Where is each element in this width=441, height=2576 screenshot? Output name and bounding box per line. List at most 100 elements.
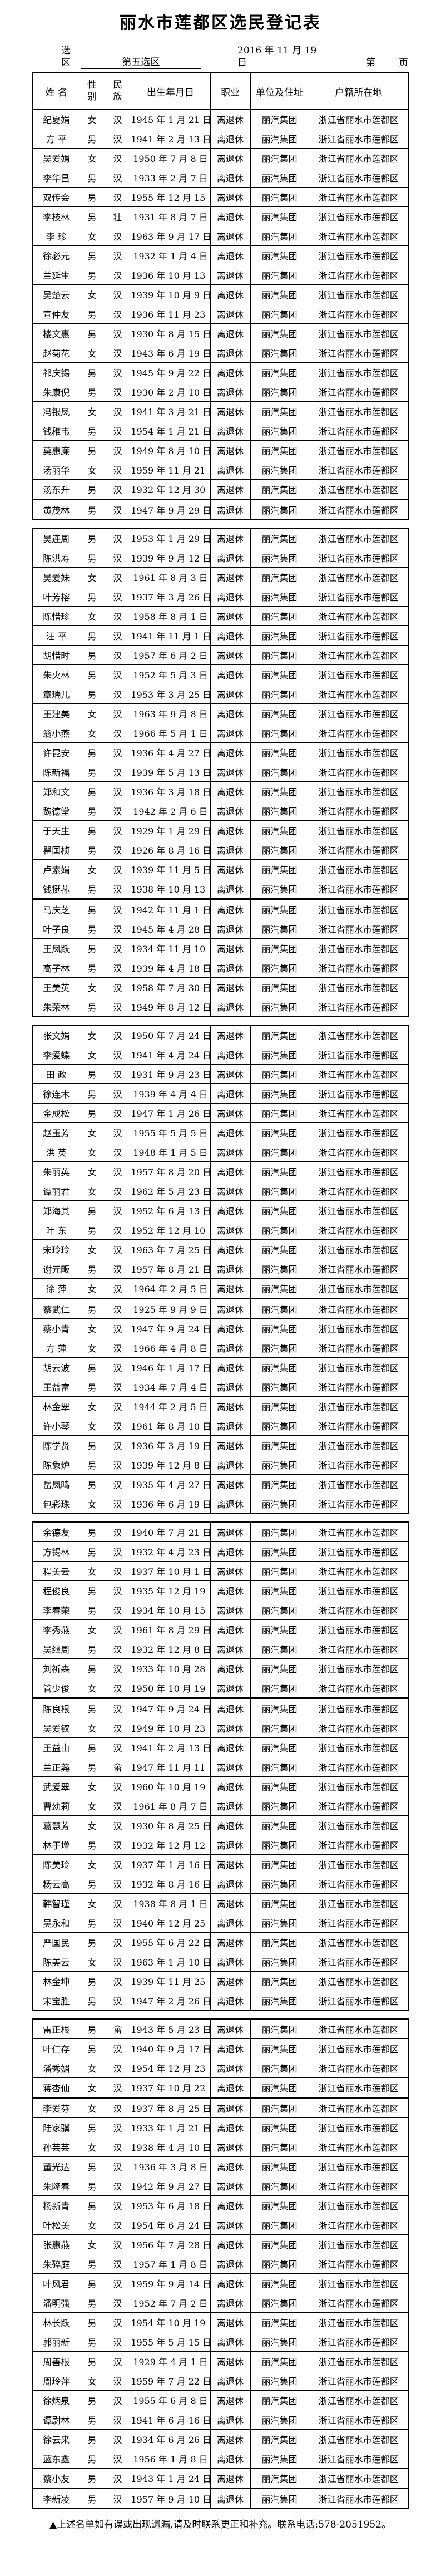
occupation-cell: 离退休 — [210, 2449, 251, 2469]
dob-cell: 1940 年 12 月 25 日 — [130, 1913, 211, 1933]
unit-cell: 丽汽集团 — [250, 938, 309, 958]
voter-row: 雷正根男畲 1943 年 5 月 23 日离退休 丽汽集团 浙江省丽水市莲都区 — [32, 2018, 409, 2039]
unit-cell: 丽汽集团 — [250, 528, 309, 548]
name-cell: 吴楚云 — [32, 284, 80, 304]
unit-cell: 丽汽集团 — [250, 1259, 309, 1279]
dob-cell: 1963 年 1 月 10 日 — [130, 1952, 211, 1972]
occupation-cell: 离退休 — [210, 742, 251, 762]
voter-table-block: 吴连周男汉 1953 年 1 月 29 日离退休 丽汽集团 浙江省丽水市莲都区 陈洪寿男… — [32, 528, 409, 1017]
name-cell: 王凤跃 — [32, 938, 80, 958]
residence-cell: 浙江省丽水市莲都区 — [308, 879, 409, 900]
voter-row: 洪 英女汉 1948 年 1 月 5 日离退休 丽汽集团 浙江省丽水市莲都区 — [32, 1142, 409, 1162]
dob-cell: 1933 年 2 月 7 日 — [130, 168, 211, 188]
unit-cell: 丽汽集团 — [250, 2117, 309, 2137]
gender-cell: 男 — [79, 1200, 105, 1220]
gender-cell: 女 — [79, 1561, 105, 1581]
residence-cell: 浙江省丽水市莲都区 — [308, 1913, 409, 1933]
residence-cell: 浙江省丽水市莲都区 — [308, 1318, 409, 1338]
unit-cell: 丽汽集团 — [250, 2077, 309, 2099]
gender-cell: 男 — [79, 781, 105, 801]
residence-cell: 浙江省丽水市莲都区 — [308, 2254, 409, 2274]
unit-cell: 丽汽集团 — [250, 2468, 309, 2489]
voter-row: 吴爱娟女汉 1950 年 7 月 8 日离退休 丽汽集团 浙江省丽水市莲都区 — [32, 148, 409, 168]
gender-cell: 女 — [79, 723, 105, 743]
residence-cell: 浙江省丽水市莲都区 — [308, 2488, 409, 2509]
voter-row: 曹幼莉女汉 1961 年 8 月 7 日离退休 丽汽集团 浙江省丽水市莲都区 — [32, 1796, 409, 1816]
unit-cell: 丽汽集团 — [250, 840, 309, 860]
ethnicity-cell: 汉 — [104, 684, 131, 704]
unit-cell: 丽汽集团 — [250, 382, 309, 402]
unit-cell: 丽汽集团 — [250, 2018, 309, 2039]
occupation-cell: 离退休 — [210, 323, 251, 343]
dob-cell: 1945 年 9 月 22 日 — [130, 362, 211, 382]
ethnicity-cell: 汉 — [104, 2176, 131, 2196]
gender-cell: 男 — [79, 421, 105, 441]
dob-cell: 1936 年 3 月 8 日 — [130, 2156, 211, 2176]
occupation-cell: 离退休 — [210, 2371, 251, 2391]
occupation-cell: 离退休 — [210, 1718, 251, 1738]
gender-cell: 女 — [79, 1416, 105, 1436]
dob-cell: 1947 年 1 月 26 日 — [130, 1103, 211, 1123]
gender-cell: 女 — [79, 2077, 105, 2099]
voter-row: 宋宝胜男汉 1947 年 2 月 26 日离退休 丽汽集团 浙江省丽水市莲都区 — [32, 1991, 409, 2011]
residence-cell: 浙江省丽水市莲都区 — [308, 2097, 409, 2118]
name-cell: 李爱芬 — [32, 2097, 80, 2118]
occupation-cell: 离退休 — [210, 1200, 251, 1220]
name-cell: 许小琴 — [32, 1416, 80, 1436]
name-cell: 方锡林 — [32, 1541, 80, 1562]
name-cell: 瞿国桢 — [32, 840, 80, 860]
gender-cell: 男 — [79, 2468, 105, 2489]
name-cell: 方 平 — [32, 129, 80, 149]
residence-cell: 浙江省丽水市莲都区 — [308, 742, 409, 762]
voter-row: 王美英女汉 1958 年 7 月 30 日离退休 丽汽集团 浙江省丽水市莲都区 — [32, 977, 409, 997]
unit-cell: 丽汽集团 — [250, 1083, 309, 1104]
name-cell: 陈象炉 — [32, 1455, 80, 1475]
occupation-cell: 离退休 — [210, 421, 251, 441]
ethnicity-cell: 汉 — [104, 2410, 131, 2430]
name-cell: 郑海其 — [32, 1200, 80, 1220]
residence-cell: 浙江省丽水市莲都区 — [308, 1619, 409, 1639]
voter-row: 瞿国桢男汉 1926 年 8 月 16 日离退休 丽汽集团 浙江省丽水市莲都区 — [32, 840, 409, 860]
voter-row: 李新凌男汉 1957 年 9 月 10 日离退休 丽汽集团 浙江省丽水市莲都区 — [32, 2488, 409, 2509]
unit-cell: 丽汽集团 — [250, 664, 309, 684]
dob-cell: 1936 年 10 月 13 日 — [130, 265, 211, 285]
registration-sheet: 丽水市莲都区选民登记表 选区 第五选区 2016 年 11 月 19 日 第 页… — [0, 9, 441, 2530]
unit-cell: 丽汽集团 — [250, 2176, 309, 2196]
gender-cell: 男 — [79, 1971, 105, 1991]
name-cell: 黄茂林 — [32, 499, 80, 520]
voter-row: 程美云女汉 1937 年 10 月 1 日离退休 丽汽集团 浙江省丽水市莲都区 — [32, 1561, 409, 1581]
residence-cell: 浙江省丽水市莲都区 — [308, 1396, 409, 1416]
voter-row: 周玲萍女汉 1959 年 7 月 22 日离退休 丽汽集团 浙江省丽水市莲都区 — [32, 2371, 409, 2391]
voter-row: 严国民男汉 1955 年 6 月 22 日离退休 丽汽集团 浙江省丽水市莲都区 — [32, 1932, 409, 1952]
unit-cell: 丽汽集团 — [250, 1658, 309, 1678]
voter-row: 韩智瑾女汉 1938 年 8 月 1 日离退休 丽汽集团 浙江省丽水市莲都区 — [32, 1893, 409, 1913]
page-number-label: 第 — [366, 57, 375, 68]
unit-cell: 丽汽集团 — [250, 343, 309, 363]
residence-cell: 浙江省丽水市莲都区 — [308, 1357, 409, 1377]
name-cell: 徐连木 — [32, 1083, 80, 1104]
name-cell: 林金坤 — [32, 1971, 80, 1991]
unit-cell: 丽汽集团 — [250, 548, 309, 568]
occupation-cell: 离退休 — [210, 1103, 251, 1123]
dob-cell: 1953 年 6 月 18 日 — [130, 2195, 211, 2215]
dob-cell: 1954 年 1 月 21 日 — [130, 421, 211, 441]
unit-cell: 丽汽集团 — [250, 109, 309, 129]
meta-line: 选区 第五选区 2016 年 11 月 19 日 第 页 — [32, 45, 408, 69]
name-cell: 谭尉林 — [32, 2410, 80, 2430]
dob-cell: 1947 年 11 月 11 日 — [130, 1757, 211, 1777]
ethnicity-cell: 汉 — [104, 284, 131, 304]
ethnicity-cell: 汉 — [104, 1064, 131, 1084]
voter-row: 董光达男汉 1936 年 3 月 8 日离退休 丽汽集团 浙江省丽水市莲都区 — [32, 2156, 409, 2176]
name-cell: 杨云高 — [32, 1874, 80, 1894]
occupation-cell: 离退休 — [210, 1737, 251, 1757]
occupation-cell: 离退休 — [210, 548, 251, 568]
voter-row: 陈洪寿男汉 1939 年 9 月 12 日离退休 丽汽集团 浙江省丽水市莲都区 — [32, 548, 409, 568]
unit-cell: 丽汽集团 — [250, 820, 309, 840]
ethnicity-cell: 汉 — [104, 1318, 131, 1338]
voter-row: 叶松美女汉 1954 年 6 月 24 日离退休 丽汽集团 浙江省丽水市莲都区 — [32, 2215, 409, 2235]
occupation-cell: 离退休 — [210, 2097, 251, 2118]
dob-cell: 1955 年 6 月 22 日 — [130, 1932, 211, 1952]
occupation-cell: 离退休 — [210, 2429, 251, 2449]
footer-note: ▲上述名单如有误或出现遗漏,请及时联系更正和补充。联系电话:578-205195… — [49, 2519, 392, 2530]
dob-cell: 1942 年 9 月 27 日 — [130, 2176, 211, 2196]
